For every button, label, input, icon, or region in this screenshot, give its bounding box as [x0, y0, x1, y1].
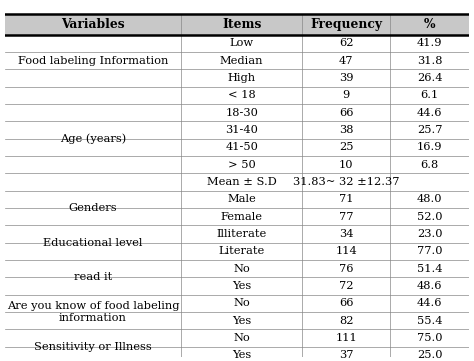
- Text: Genders: Genders: [69, 203, 117, 213]
- Text: Age (years): Age (years): [60, 134, 126, 144]
- Text: 34: 34: [339, 229, 354, 239]
- Text: 47: 47: [339, 56, 354, 66]
- Text: 55.4: 55.4: [417, 316, 443, 326]
- Text: 114: 114: [335, 247, 357, 256]
- Text: 82: 82: [339, 316, 354, 326]
- Text: 31-40: 31-40: [225, 125, 258, 135]
- Text: 71: 71: [339, 195, 354, 204]
- Text: 77.0: 77.0: [417, 247, 443, 256]
- Text: No: No: [233, 264, 250, 274]
- Text: 48.0: 48.0: [417, 195, 443, 204]
- Text: > 50: > 50: [228, 160, 255, 170]
- Text: 31.8: 31.8: [417, 56, 443, 66]
- Text: 48.6: 48.6: [417, 281, 443, 291]
- Text: 41-50: 41-50: [225, 143, 258, 152]
- Text: 31.83~ 32 ±12.37: 31.83~ 32 ±12.37: [293, 177, 400, 187]
- Text: No: No: [233, 299, 250, 308]
- Text: 25.7: 25.7: [417, 125, 443, 135]
- Text: Frequency: Frequency: [310, 18, 382, 31]
- Text: 72: 72: [339, 281, 354, 291]
- Text: %: %: [424, 18, 436, 31]
- Text: Yes: Yes: [232, 316, 251, 326]
- Text: 38: 38: [339, 125, 354, 135]
- Text: 44.6: 44.6: [417, 108, 443, 118]
- Text: Are you know of food labeling
information: Are you know of food labeling informatio…: [7, 301, 179, 323]
- Text: 75.0: 75.0: [417, 333, 443, 343]
- Text: < 18: < 18: [228, 90, 255, 100]
- Text: Median: Median: [220, 56, 264, 66]
- Text: 66: 66: [339, 108, 354, 118]
- Text: 37: 37: [339, 351, 354, 360]
- Text: 62: 62: [339, 38, 354, 48]
- Text: Male: Male: [227, 195, 256, 204]
- Text: 77: 77: [339, 212, 354, 222]
- Text: Items: Items: [222, 18, 261, 31]
- Text: Mean ± S.D: Mean ± S.D: [207, 177, 276, 187]
- Text: 6.8: 6.8: [420, 160, 439, 170]
- Text: 41.9: 41.9: [417, 38, 443, 48]
- Text: 66: 66: [339, 299, 354, 308]
- Bar: [5, 14, 469, 35]
- Text: 9: 9: [343, 90, 350, 100]
- Text: 18-30: 18-30: [225, 108, 258, 118]
- Text: 52.0: 52.0: [417, 212, 443, 222]
- Text: 25.0: 25.0: [417, 351, 443, 360]
- Text: No: No: [233, 333, 250, 343]
- Text: Educational level: Educational level: [43, 238, 143, 248]
- Text: Illiterate: Illiterate: [217, 229, 267, 239]
- Text: Sensitivity or Illness: Sensitivity or Illness: [34, 342, 152, 352]
- Text: 76: 76: [339, 264, 354, 274]
- Text: 39: 39: [339, 73, 354, 83]
- Text: 25: 25: [339, 143, 354, 152]
- Text: 10: 10: [339, 160, 354, 170]
- Text: 26.4: 26.4: [417, 73, 443, 83]
- Text: 23.0: 23.0: [417, 229, 443, 239]
- Text: Yes: Yes: [232, 351, 251, 360]
- Text: 44.6: 44.6: [417, 299, 443, 308]
- Text: Low: Low: [229, 38, 254, 48]
- Text: 6.1: 6.1: [420, 90, 439, 100]
- Text: Food labeling Information: Food labeling Information: [18, 56, 168, 66]
- Text: Yes: Yes: [232, 281, 251, 291]
- Text: 111: 111: [335, 333, 357, 343]
- Text: Variables: Variables: [61, 18, 125, 31]
- Text: 16.9: 16.9: [417, 143, 443, 152]
- Text: read it: read it: [74, 273, 112, 282]
- Text: 51.4: 51.4: [417, 264, 443, 274]
- Text: High: High: [228, 73, 255, 83]
- Text: Female: Female: [220, 212, 263, 222]
- Text: Literate: Literate: [219, 247, 265, 256]
